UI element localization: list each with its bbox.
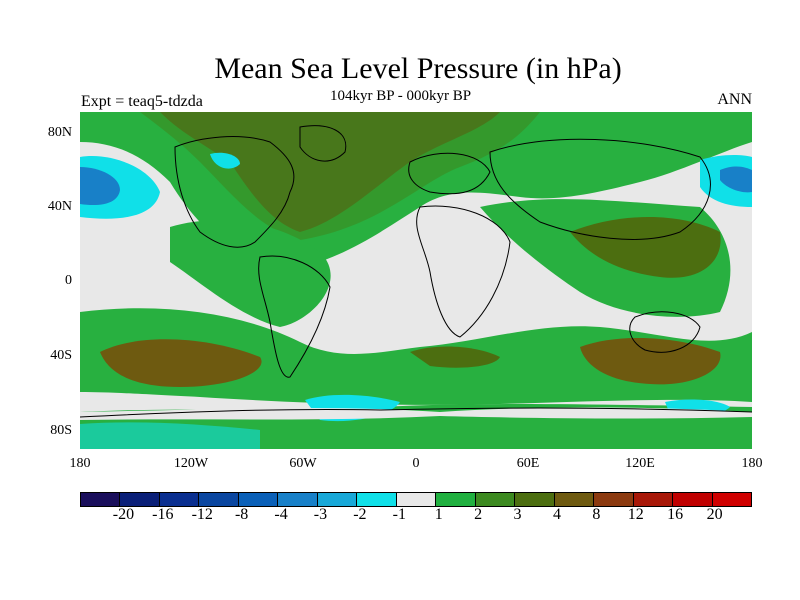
map-svg	[80, 112, 752, 449]
coast-europe	[408, 152, 491, 195]
chart-subtitle: 104kyr BP - 000kyr BP	[330, 88, 472, 104]
colorbar-swatch	[357, 493, 397, 506]
coast-greenland	[299, 125, 347, 162]
x-tick-label: 60W	[289, 456, 317, 471]
colorbar-label: 1	[434, 506, 443, 523]
coast-south-america	[258, 255, 331, 378]
colorbar-swatch	[238, 493, 279, 506]
x-tick-label: 120W	[173, 456, 209, 471]
coastlines	[80, 125, 752, 418]
colorbar-label: 2	[474, 506, 483, 523]
colorbar-label: -4	[274, 506, 288, 523]
colorbar-swatch	[199, 493, 239, 506]
colorbar-label: -20	[112, 506, 135, 523]
colorbar-swatch	[436, 493, 476, 506]
blue-north-pacific-east	[720, 166, 752, 193]
cyan-antarctic-south	[80, 422, 260, 449]
colorbar-swatch	[159, 493, 200, 506]
x-tick-label: 60E	[516, 456, 540, 471]
blue-north-pacific-west	[80, 167, 120, 206]
colorbar-label: -1	[392, 506, 406, 523]
y-tick-label: 40S	[50, 348, 72, 363]
colorbar-label: -12	[191, 506, 213, 523]
colorbar-swatch	[81, 493, 121, 506]
colorbar-swatch	[673, 493, 713, 506]
y-tick-label: 80S	[50, 423, 72, 438]
colorbar-swatch	[554, 493, 595, 506]
olive-asia	[570, 217, 721, 278]
x-tick-label: 180	[741, 456, 763, 471]
colorbar-swatch	[278, 493, 318, 506]
brown-south-pacific	[100, 339, 262, 387]
colorbar-swatch	[633, 493, 674, 506]
colorbar-label: 3	[513, 506, 522, 523]
olive-arctic	[140, 112, 540, 240]
coast-antarctica	[80, 407, 752, 418]
season-label: ANN	[717, 91, 752, 108]
colorbar-label: 4	[552, 506, 561, 523]
chart-title: Mean Sea Level Pressure (in hPa)	[214, 52, 622, 85]
colorbar-label: 12	[627, 506, 644, 523]
colorbar-swatch	[594, 493, 634, 506]
colorbar-label: -16	[152, 506, 174, 523]
green-southern-band	[80, 308, 752, 405]
pressure-map	[80, 112, 752, 449]
coast-australia	[629, 311, 701, 353]
y-tick-label: 0	[65, 273, 72, 288]
y-tick-label: 40N	[47, 199, 72, 214]
x-tick-label: 120E	[625, 456, 655, 471]
colorbar	[80, 492, 752, 507]
colorbar-swatch	[317, 493, 358, 506]
x-tick-label: 0	[412, 456, 420, 471]
green-tropical-band	[170, 220, 331, 327]
colorbar-label: -2	[353, 506, 367, 523]
olive-south-atlantic	[410, 346, 500, 368]
coast-asia	[489, 138, 711, 240]
colorbar-swatch	[475, 493, 516, 506]
colorbar-label: -8	[234, 506, 249, 523]
coast-africa	[416, 205, 511, 338]
y-tick-label: 80N	[47, 125, 72, 140]
coast-north-america	[174, 136, 295, 248]
colorbar-swatch	[396, 493, 437, 506]
brown-south-indian	[580, 337, 721, 385]
colorbar-label: -3	[313, 506, 328, 523]
colorbar-label: 16	[667, 506, 684, 523]
experiment-label: Expt = teaq5-tdzda	[81, 93, 203, 110]
colorbar-swatch	[515, 493, 555, 506]
x-tick-label: 180	[69, 456, 91, 471]
colorbar-swatch	[712, 493, 751, 506]
colorbar-label: 8	[592, 506, 601, 523]
cyan-hudson	[210, 152, 240, 169]
colorbar-swatch	[120, 493, 160, 506]
colorbar-label: 20	[706, 506, 723, 523]
